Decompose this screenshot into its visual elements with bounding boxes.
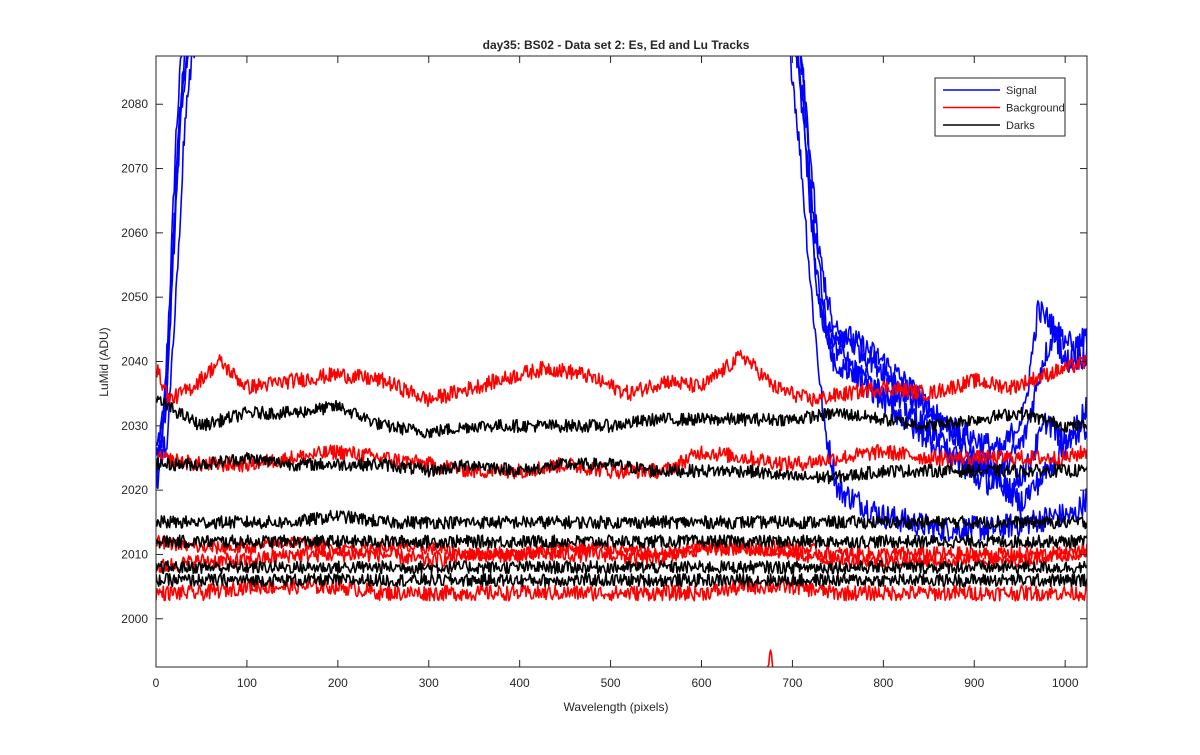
y-tick-label: 2060 <box>121 226 148 240</box>
x-tick-label: 0 <box>153 676 160 690</box>
series-line-darks-13 <box>156 509 1087 530</box>
series-layer <box>156 56 1087 667</box>
x-tick-label: 200 <box>328 676 348 690</box>
x-tick-label: 900 <box>964 676 984 690</box>
series-line-darks-12 <box>156 452 1087 485</box>
y-tick-label: 2080 <box>121 97 148 111</box>
series-line-darks-11 <box>156 395 1087 439</box>
y-tick-label: 2040 <box>121 355 148 369</box>
y-tick-label: 2010 <box>121 547 148 561</box>
series-line-darks-15 <box>156 560 1087 575</box>
series-line-signal-2 <box>156 56 1087 460</box>
series-line-background-10 <box>767 649 774 667</box>
chart-title: day35: BS02 - Data set 2: Es, Ed and Lu … <box>483 38 750 52</box>
y-tick-label: 2050 <box>121 290 148 304</box>
series-line-background-8 <box>156 578 1087 602</box>
legend-label-darks: Darks <box>1006 120 1035 132</box>
y-tick-label: 2070 <box>121 162 148 176</box>
legend: Signal Background Darks <box>934 77 1066 137</box>
x-tick-label: 400 <box>510 676 530 690</box>
legend-label-signal: Signal <box>1006 85 1037 97</box>
x-tick-label: 500 <box>601 676 621 690</box>
series-line-signal-4 <box>156 56 1087 516</box>
y-axis-label: LuMid (ADU) <box>97 327 111 396</box>
x-tick-label: 100 <box>237 676 257 690</box>
x-tick-label: 700 <box>782 676 802 690</box>
x-tick-label: 300 <box>419 676 439 690</box>
y-tick-label: 2030 <box>121 419 148 433</box>
y-tick-label: 2020 <box>121 483 148 497</box>
axes: 0 100 200 300 400 500 600 700 800 900 1000 2000 2010… <box>121 55 1088 690</box>
series-line-background-5 <box>156 349 1087 408</box>
x-tick-label: 800 <box>873 676 893 690</box>
x-axis-label: Wavelength (pixels) <box>564 700 669 714</box>
legend-label-background: Background <box>1006 103 1065 115</box>
x-tick-label: 1000 <box>1052 676 1079 690</box>
series-line-darks-14 <box>156 534 1087 549</box>
y-tick-label: 2000 <box>121 612 148 626</box>
series-line-signal-1 <box>156 56 1087 480</box>
x-tick-label: 600 <box>691 676 711 690</box>
series-line-background-7 <box>156 539 1087 574</box>
series-line-darks-16 <box>156 572 1087 588</box>
